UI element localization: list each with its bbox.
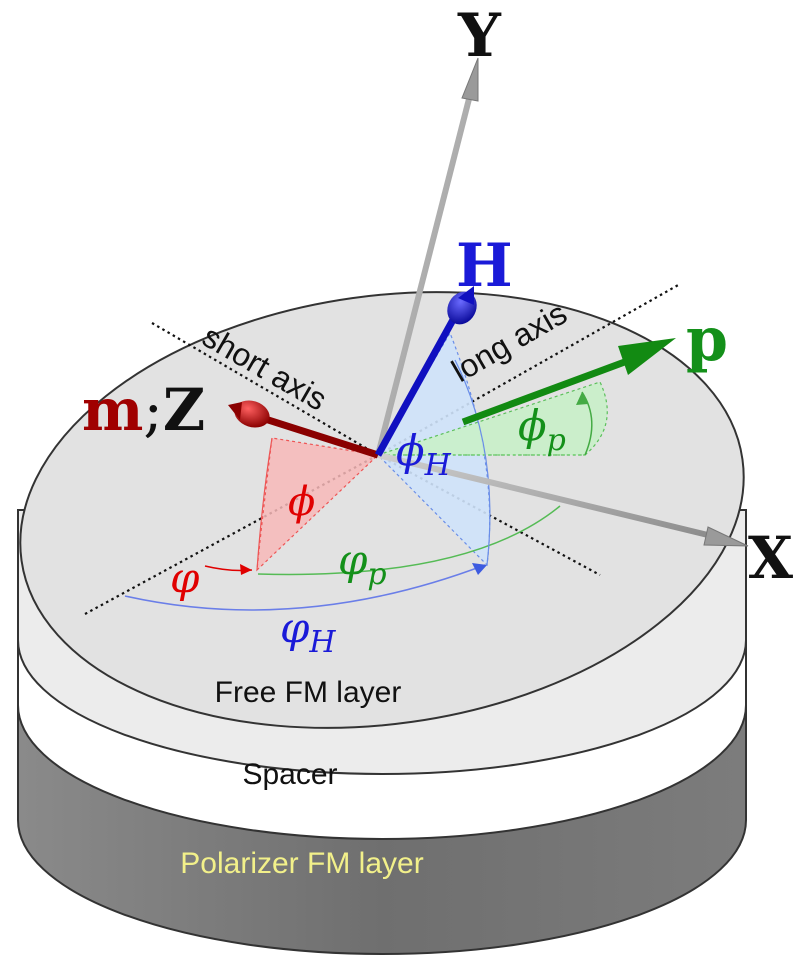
p-vector-shaft (461, 356, 632, 426)
h-vector-label: H (456, 231, 513, 301)
varphi-h-label: φH (280, 603, 336, 660)
varphi-p-sub: p (367, 557, 386, 592)
x-axis-shaft (377, 452, 713, 539)
h-vector-shaft (374, 316, 458, 457)
y-axis-arrowhead (461, 57, 479, 102)
phi-h-arc (454, 359, 491, 566)
varphi-p-base: φ (338, 535, 368, 584)
polarizer-layer-label: Polarizer FM layer (180, 847, 423, 880)
varphi-label: φ (170, 553, 200, 602)
phi-arc (256, 437, 273, 571)
varphi-h-arrowhead (472, 563, 487, 575)
phi-h-sub: H (424, 448, 452, 483)
free-layer-label: Free FM layer (215, 676, 402, 709)
phi-p-base: ϕ (518, 401, 547, 450)
phi-p-arrowhead (576, 392, 588, 405)
varphi-h-arc (124, 564, 486, 611)
spacer-layer-label: Spacer (242, 758, 337, 791)
m-z-label: m;Z (82, 376, 205, 444)
m-vector-head (234, 400, 270, 428)
h-vector-tip (458, 286, 474, 305)
phi-p-label: ϕp (518, 401, 566, 458)
short-axis-line-upper (151, 322, 379, 456)
p-vector-arrowhead (618, 338, 676, 375)
long-axis-line-right (377, 283, 681, 456)
m-vector-tip (228, 402, 242, 420)
phi-label: ϕ (288, 479, 315, 525)
y-axis-shaft (375, 94, 473, 456)
varphi-h-base: φ (280, 603, 310, 652)
p-vector-label: p (686, 305, 728, 375)
y-axis-label: Y (457, 1, 502, 71)
varphi-arrowhead (240, 564, 252, 575)
phi-p-sector (377, 381, 608, 456)
m-vector-label: m (82, 376, 143, 444)
m-vector-shaft (260, 414, 380, 459)
m-z-separator: ; (143, 376, 163, 444)
varphi-h-sub: H (308, 625, 336, 660)
phi-p-sub: p (547, 423, 566, 458)
x-axis-arrowhead (703, 526, 749, 547)
phi-h-label: ϕH (396, 426, 452, 483)
z-axis-label: Z (163, 376, 205, 444)
varphi-p-label: φp (338, 535, 387, 592)
x-axis-label: X (748, 524, 793, 592)
phi-h-base: ϕ (396, 426, 425, 475)
varphi-p-arc (257, 505, 561, 576)
phi-p-arc (581, 391, 593, 456)
